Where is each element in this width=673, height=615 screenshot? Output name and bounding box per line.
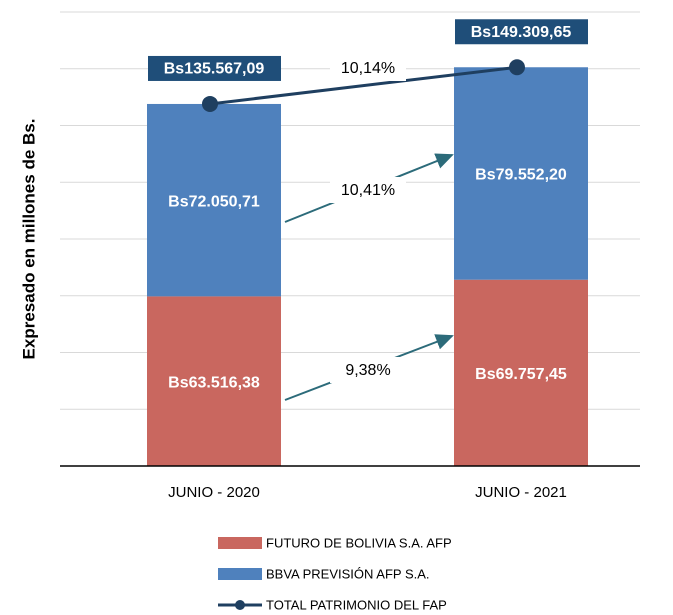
annotation-bg: [330, 357, 406, 383]
legend-swatch: [218, 568, 262, 580]
legend-label: FUTURO DE BOLIVIA S.A. AFP: [266, 535, 452, 550]
value-label: Bs69.757,45: [475, 366, 567, 383]
legend-label: TOTAL PATRIMONIO DEL FAP: [266, 597, 447, 612]
value-label: Bs135.567,09: [164, 61, 265, 78]
line-marker: [202, 95, 218, 112]
bar-segment: [454, 67, 588, 280]
y-axis-label: Expresado en millones de Bs.: [19, 119, 38, 360]
bar-segment: [454, 279, 588, 466]
line-marker: [509, 59, 525, 76]
value-label: Bs149.309,65: [471, 24, 572, 41]
total-line: [209, 65, 518, 106]
annotation-bg: [330, 177, 406, 203]
value-label: Bs63.516,38: [168, 374, 260, 391]
legend-label: BBVA PREVISIÓN AFP S.A.: [266, 566, 430, 581]
value-label: Bs72.050,71: [168, 193, 260, 210]
bar-segment: [147, 296, 281, 466]
value-label: Bs79.552,20: [475, 167, 567, 184]
label-box: [148, 55, 281, 81]
bar-segment: [147, 103, 281, 297]
legend-swatch: [218, 537, 262, 549]
x-tick-label: JUNIO - 2020: [168, 484, 260, 501]
annotation: 10,14%: [341, 60, 395, 77]
label-box: [455, 19, 588, 45]
legend-marker: [235, 600, 245, 610]
annotation: 10,41%: [341, 182, 395, 199]
annotation: 9,38%: [345, 362, 390, 379]
x-tick-label: JUNIO - 2021: [475, 484, 567, 501]
annotation-bg: [330, 55, 406, 81]
